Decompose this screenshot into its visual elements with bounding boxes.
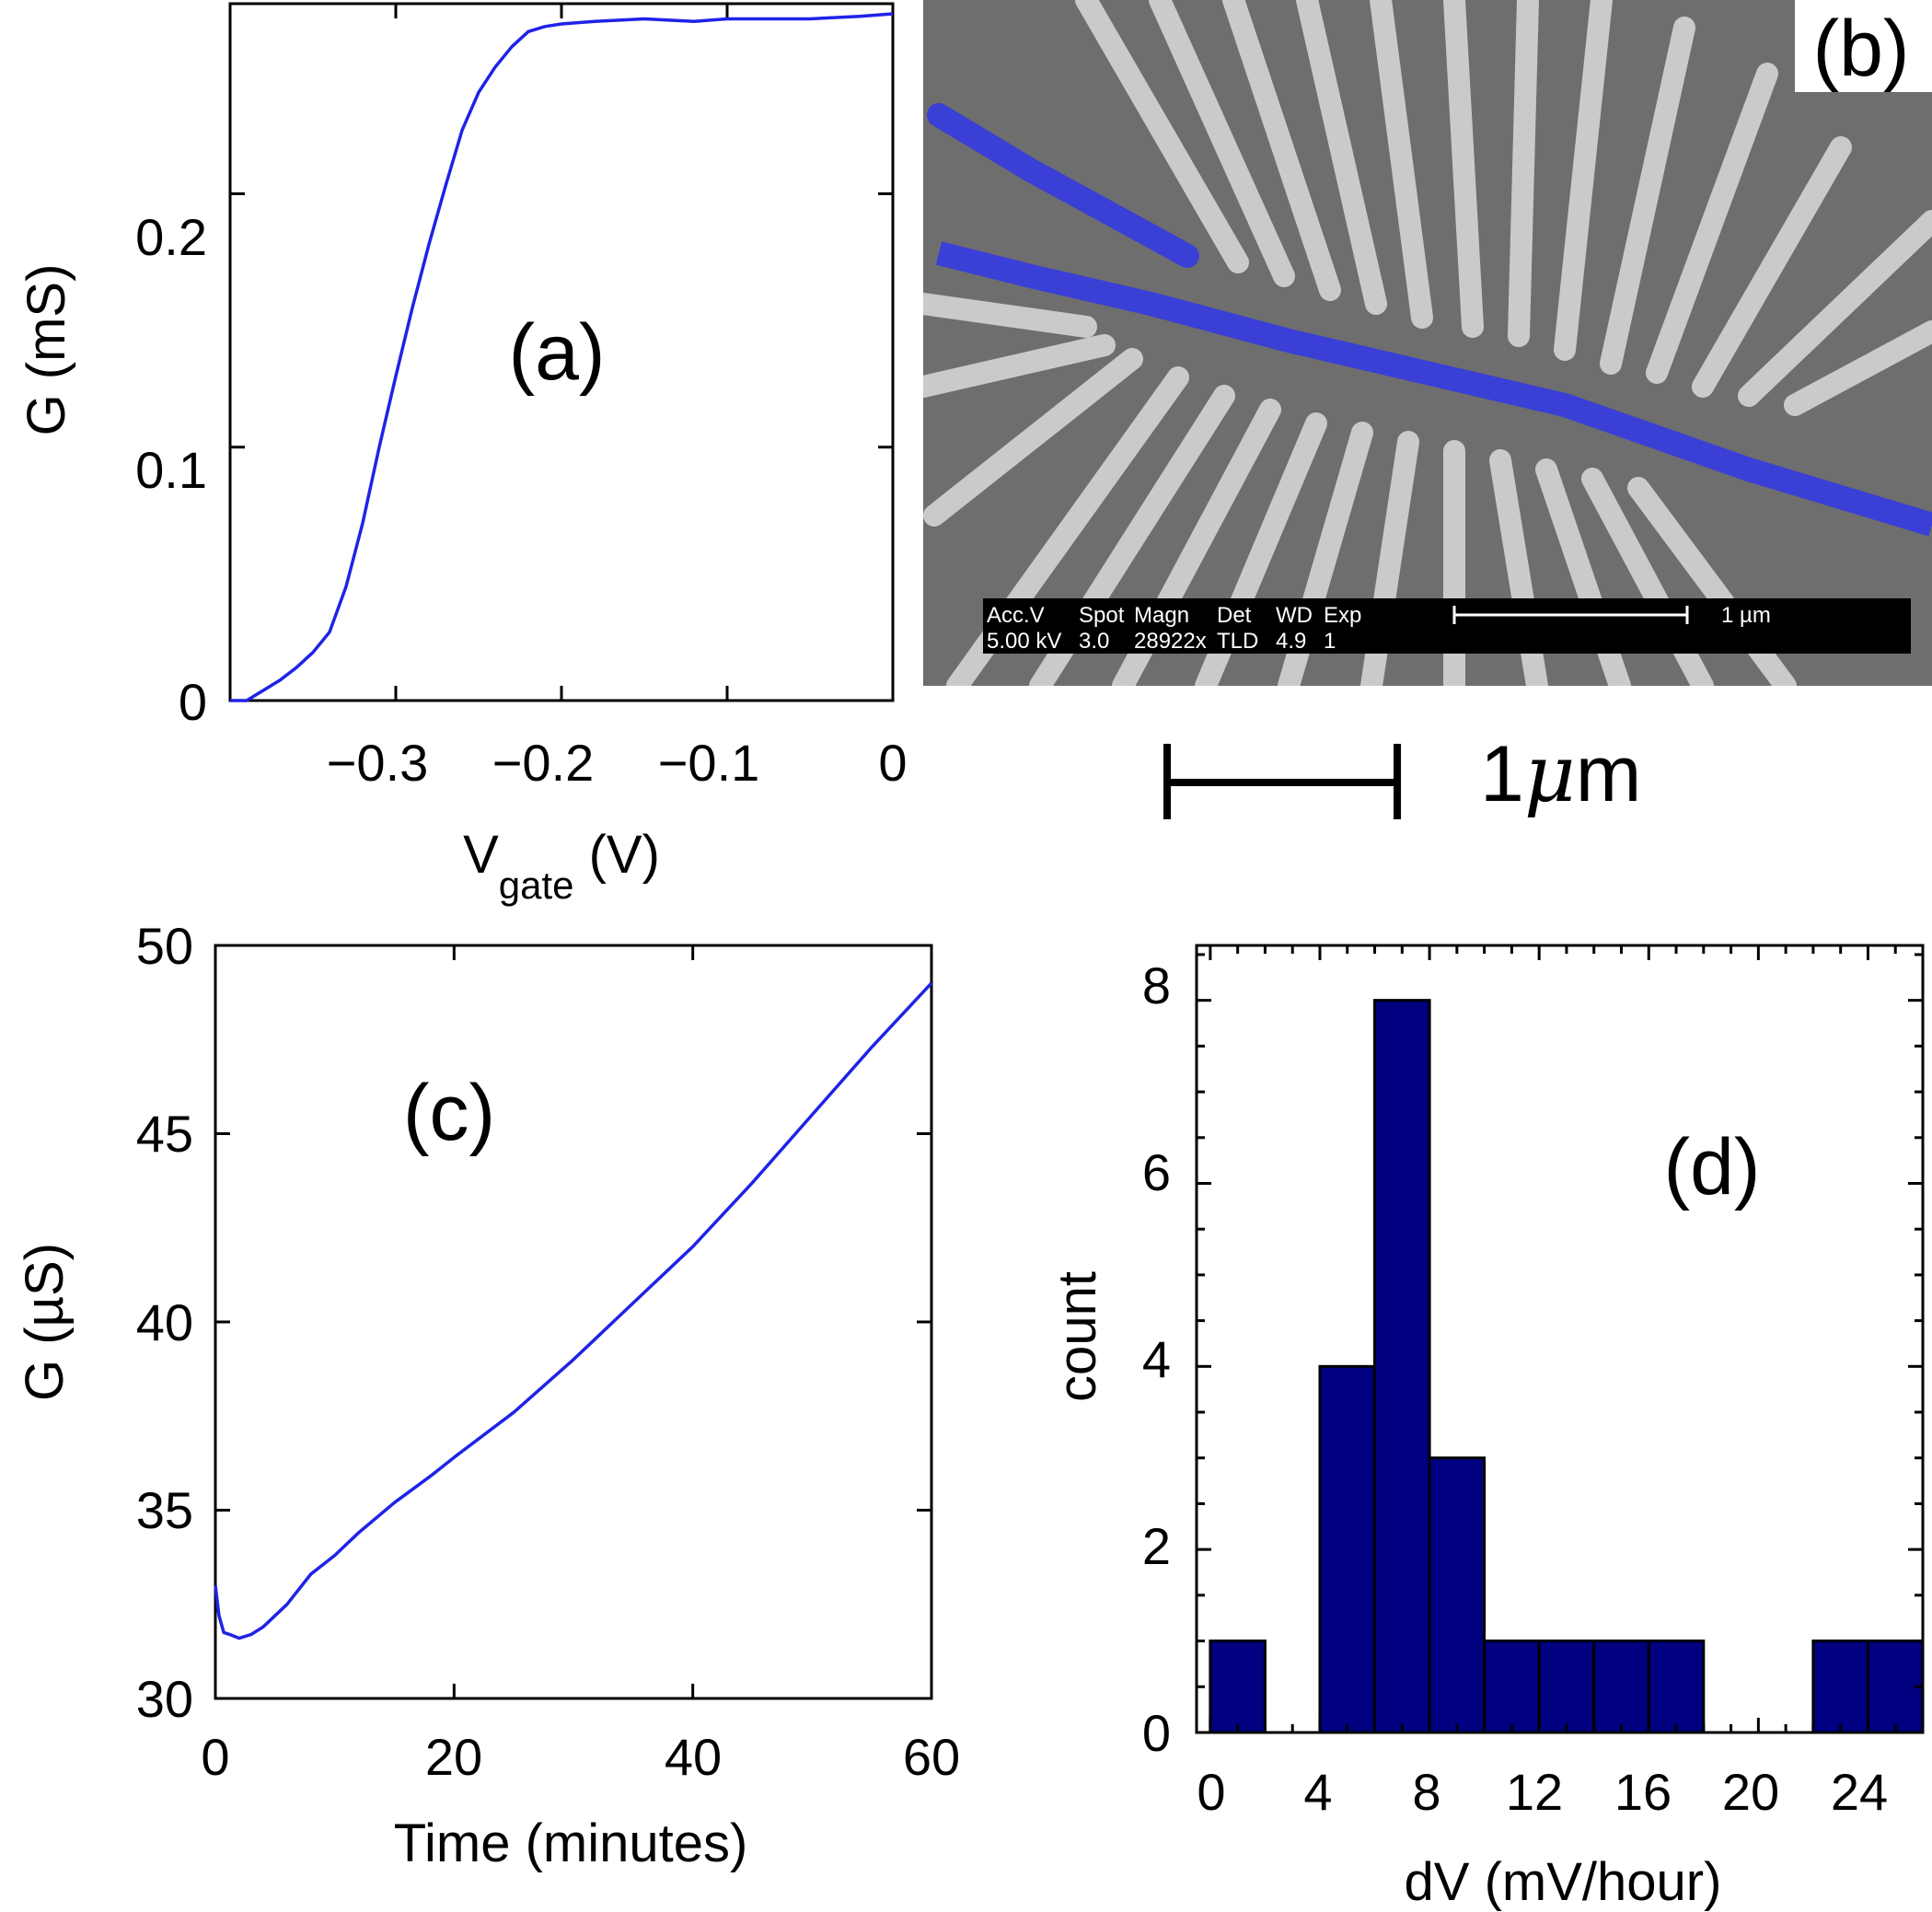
sem-value-item: 5.00 kV (987, 629, 1061, 654)
panel-c-x-tick-label: 20 (425, 1728, 482, 1786)
panel-a-y-tick-label: 0.2 (135, 208, 207, 266)
sem-highlighted-lead (927, 103, 1199, 268)
panel-d-y-tick-label: 0 (1142, 1704, 1171, 1762)
histogram-bar (1647, 1640, 1706, 1734)
panel-d-y-tick-label: 4 (1142, 1330, 1171, 1388)
panel-a-x-axis-label: Vgate (V) (463, 825, 660, 907)
panel-a-chart: −0.3 −0.2 −0.1 0 0 0.1 0.2 Vgate (V) G (… (17, 2, 908, 907)
sem-value-item: TLD (1217, 629, 1258, 654)
sem-value-item: 4.9 (1276, 629, 1306, 654)
panel-c-chart: 0 20 40 60 30 35 40 45 50 Time (minutes)… (15, 917, 960, 1873)
panel-a-x-tick-label: −0.2 (492, 734, 595, 792)
sem-info-header: Acc.V Spot Magn Det WD Exp (987, 603, 1361, 628)
histogram-bar (1318, 1364, 1377, 1734)
panel-c-ticks (214, 944, 933, 1700)
sem-internal-scalebar (1452, 606, 1689, 624)
histogram-bar (1373, 999, 1431, 1734)
histogram-bar (1209, 1640, 1267, 1734)
panel-d-y-tick-label: 8 (1142, 956, 1171, 1014)
scalebar-line (1163, 744, 1401, 819)
panel-c-y-tick-label: 35 (136, 1481, 193, 1539)
sem-header-item: Det (1217, 603, 1252, 628)
sem-electrodes: Acc.V Spot Magn Det WD Exp 5.00 kV 3.0 2… (923, 0, 1932, 686)
panel-d-x-axis-label: dV (mV/hour) (1405, 1852, 1722, 1912)
panel-c-y-tick-label: 45 (136, 1105, 193, 1163)
panel-c-y-tick-label: 40 (136, 1293, 193, 1351)
panel-d-x-tick-label: 16 (1614, 1763, 1672, 1821)
sem-info-bar (983, 598, 1911, 654)
panel-d-x-tick-label: 24 (1831, 1763, 1888, 1821)
panel-d-x-tick-label: 12 (1506, 1763, 1563, 1821)
scalebar-label: 1μm (1480, 728, 1641, 820)
panel-d-y-tick-label: 6 (1142, 1143, 1171, 1201)
panel-a-conductance-curve (230, 12, 894, 702)
panel-d-y-axis-label: count (1047, 1271, 1107, 1402)
sem-highlighted-wire (935, 241, 1932, 537)
panel-c-x-axis-label: Time (minutes) (394, 1814, 748, 1873)
panel-a-x-tick-label: −0.1 (658, 734, 760, 792)
panel-a-x-tick-label: 0 (878, 734, 907, 792)
sem-header-item: Magn (1134, 603, 1189, 628)
panel-a-label: (a) (508, 308, 605, 397)
panel-c-y-tick-label: 50 (136, 917, 193, 975)
panel-b-label-box (1795, 0, 1932, 92)
sem-scale-label: 1 µm (1721, 603, 1771, 628)
panel-c-x-tick-label: 0 (201, 1728, 229, 1786)
panel-a-x-tick-label: −0.3 (327, 734, 429, 792)
sem-header-item: Spot (1079, 603, 1125, 628)
histogram-bar (1811, 1640, 1869, 1734)
panel-d-x-tick-label: 8 (1412, 1763, 1440, 1821)
scalebar: 1μm (1163, 728, 1641, 820)
panel-d-chart: 0 4 8 12 16 20 24 0 2 4 6 8 dV (mV/hour)… (1047, 944, 1925, 1912)
panel-d-y-tick-label: 2 (1142, 1517, 1171, 1575)
histogram-bar (1592, 1640, 1650, 1734)
panel-c-axes-frame (214, 944, 933, 1700)
histogram-bar (1537, 1640, 1596, 1734)
sem-header-item: WD (1276, 603, 1313, 628)
histogram-bar (1483, 1640, 1541, 1734)
panel-d-ticks (1197, 945, 1925, 1734)
panel-d-axes-frame (1195, 944, 1925, 1734)
sem-header-item: Acc.V (987, 603, 1045, 628)
panel-a-y-axis-label: G (mS) (17, 264, 76, 436)
panel-c-x-tick-label: 40 (665, 1728, 722, 1786)
sem-value-item: 3.0 (1079, 629, 1109, 654)
panel-d-x-tick-label: 20 (1722, 1763, 1779, 1821)
panel-d-x-tick-label: 4 (1303, 1763, 1332, 1821)
panel-c-label: (c) (403, 1069, 495, 1157)
panel-b-sem-image: Acc.V Spot Magn Det WD Exp 5.00 kV 3.0 2… (923, 0, 1932, 686)
panel-d-bars (1209, 999, 1925, 1734)
sem-header-item: Exp (1324, 603, 1361, 628)
panel-c-x-tick-label: 60 (903, 1728, 960, 1786)
sem-info-values: 5.00 kV 3.0 28922x TLD 4.9 1 (987, 629, 1336, 654)
histogram-bar (1428, 1456, 1487, 1734)
panel-d-label: (d) (1663, 1123, 1760, 1211)
sem-value-item: 1 (1324, 629, 1336, 654)
panel-a-y-tick-label: 0.1 (135, 441, 207, 499)
panel-c-y-tick-label: 30 (136, 1670, 193, 1728)
panel-b-label: (b) (1812, 5, 1909, 93)
panel-c-y-axis-label: G (µS) (15, 1243, 75, 1401)
panel-d-x-tick-label: 0 (1197, 1763, 1225, 1821)
sem-value-item: 28922x (1134, 629, 1207, 654)
panel-c-conductance-curve (214, 981, 933, 1640)
panel-a-y-tick-label: 0 (179, 673, 207, 731)
